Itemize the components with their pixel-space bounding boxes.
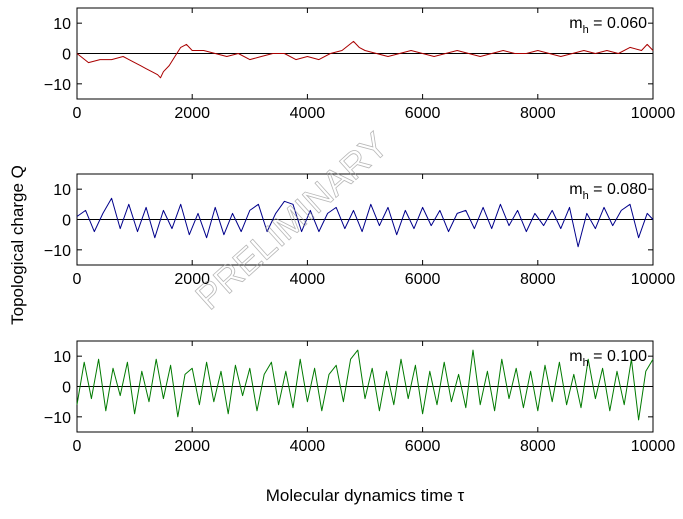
series-line: [76, 197, 654, 248]
mass-annotation: mh = 0.060: [569, 15, 647, 36]
annotation-sub: h: [583, 357, 589, 369]
x-tick-label: 4000: [290, 105, 326, 122]
x-tick-label: 2000: [174, 271, 210, 288]
mass-annotation: mh = 0.100: [569, 348, 647, 369]
y-tick-label: 10: [53, 182, 71, 199]
x-tick-label: 4000: [290, 271, 326, 288]
x-tick-label: 8000: [520, 105, 556, 122]
annotation-main: m: [569, 15, 582, 32]
y-tick-label: −10: [44, 77, 71, 94]
watermark: PRELIMINARY: [187, 124, 395, 317]
annotation-sub: h: [583, 24, 589, 36]
x-tick-label: 8000: [520, 438, 556, 455]
x-tick-label: 0: [73, 438, 82, 455]
x-tick-label: 6000: [405, 271, 441, 288]
x-tick-label: 2000: [174, 105, 210, 122]
x-tick-label: 8000: [520, 271, 556, 288]
y-tick-label: 0: [62, 213, 71, 230]
x-tick-label: 6000: [405, 105, 441, 122]
y-axis-label: Topological charge Q: [8, 165, 27, 325]
x-tick-label: 0: [73, 105, 82, 122]
y-tick-label: 10: [53, 16, 71, 33]
annotation-main: m: [569, 181, 582, 198]
annotation-value: = 0.080: [589, 181, 647, 198]
x-tick-label: 6000: [405, 438, 441, 455]
x-axis-label: Molecular dynamics time τ: [266, 486, 465, 505]
x-tick-label: 10000: [631, 438, 676, 455]
y-tick-label: −10: [44, 243, 71, 260]
annotation-main: m: [569, 348, 582, 365]
y-tick-label: 0: [62, 380, 71, 397]
y-tick-label: 0: [62, 47, 71, 64]
x-tick-label: 10000: [631, 105, 676, 122]
y-tick-label: −10: [44, 410, 71, 427]
mass-annotation: mh = 0.080: [569, 181, 647, 202]
y-tick-label: 10: [53, 349, 71, 366]
annotation-value: = 0.100: [589, 348, 647, 365]
x-tick-label: 0: [73, 271, 82, 288]
x-tick-label: 4000: [290, 438, 326, 455]
annotation-value: = 0.060: [589, 15, 647, 32]
x-tick-label: 10000: [631, 271, 676, 288]
x-tick-label: 2000: [174, 438, 210, 455]
annotation-sub: h: [583, 190, 589, 202]
series-line: [76, 349, 654, 421]
series-line: [76, 40, 654, 79]
